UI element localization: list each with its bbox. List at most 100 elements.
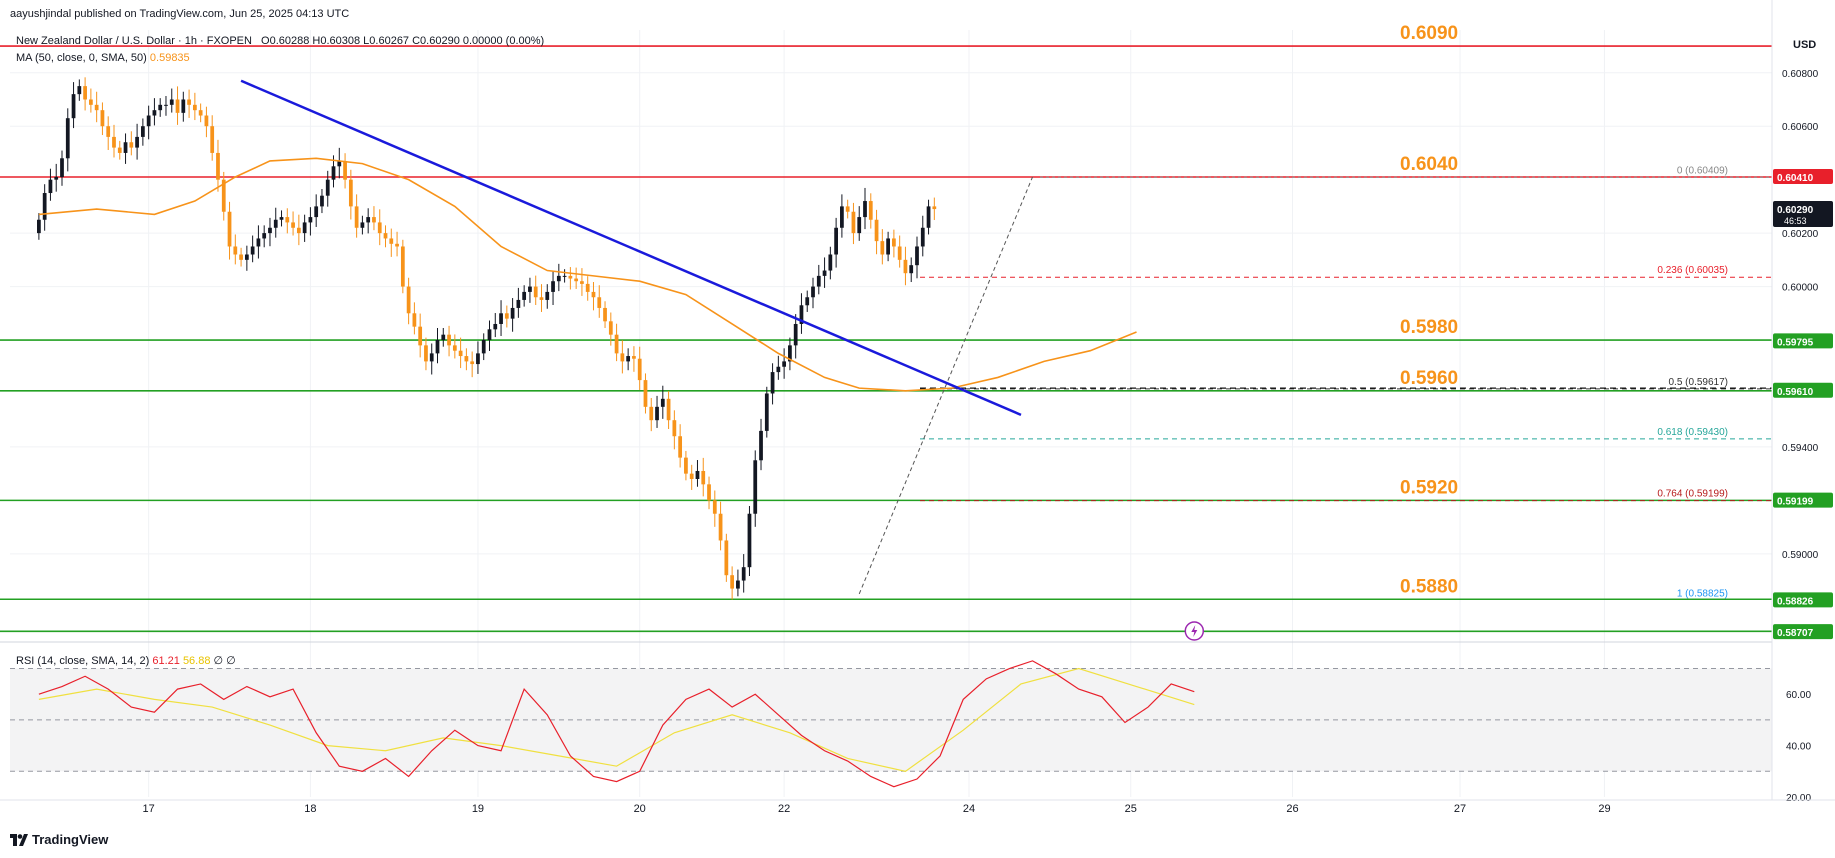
candle-body — [256, 238, 261, 247]
fib-label: 0 (0.60409) — [1677, 165, 1728, 176]
candle-body — [481, 340, 486, 354]
symbol-line: New Zealand Dollar / U.S. Dollar · 1h · … — [16, 35, 544, 47]
candle-body — [678, 436, 683, 458]
candle-body — [522, 291, 527, 300]
candle-body — [660, 398, 665, 407]
candle-body — [493, 323, 498, 330]
price-tag — [1773, 201, 1833, 228]
candle-body — [776, 366, 781, 373]
rsi-line — [38, 660, 1195, 788]
candle-body — [464, 356, 469, 362]
candle-body — [533, 286, 538, 298]
candle-body — [192, 104, 197, 111]
candle-body — [117, 147, 122, 153]
candle-body — [343, 160, 347, 180]
candle-body — [712, 500, 717, 514]
price-tag-label: 0.60410 — [1777, 173, 1814, 184]
price-tag — [1773, 382, 1833, 398]
candle-body — [730, 575, 735, 589]
candle-body — [695, 470, 700, 479]
candle-body — [366, 217, 371, 223]
candle-body — [632, 356, 636, 359]
level-label: 0.5960 — [1400, 368, 1458, 389]
candle-body — [412, 313, 417, 327]
x-tick-label: 18 — [304, 803, 316, 815]
candle-body — [556, 275, 561, 282]
candle-body — [741, 567, 746, 581]
candle-body — [418, 326, 423, 346]
candle-body — [175, 99, 180, 113]
candle-body — [545, 291, 550, 300]
tradingview-logo[interactable]: TradingView — [10, 832, 108, 847]
candle-body — [684, 457, 688, 474]
candle-body — [851, 211, 856, 234]
candle-body — [834, 227, 838, 255]
rsi-label: RSI (14, close, SMA, 14, 2) — [16, 655, 150, 667]
candle-body — [539, 297, 544, 300]
candle-body — [707, 484, 711, 501]
ma-legend[interactable]: MA (50, close, 0, SMA, 50) 0.59835 — [16, 52, 190, 64]
candle-body — [447, 334, 451, 346]
lightning-icon — [1191, 625, 1198, 637]
candle-body — [672, 420, 677, 437]
candle-body — [400, 246, 405, 287]
candle-body — [580, 281, 584, 284]
candle-body — [811, 286, 815, 298]
candle-body — [106, 126, 111, 137]
candle-body — [597, 297, 602, 308]
level-label: 0.6040 — [1400, 154, 1458, 175]
candle-body — [94, 104, 99, 111]
candle-body — [828, 254, 833, 271]
candle-body — [279, 217, 284, 220]
candle-body — [764, 393, 769, 431]
rsi-legend[interactable]: RSI (14, close, SMA, 14, 2) 61.21 56.88 … — [16, 654, 236, 667]
candle-body — [291, 222, 295, 228]
candle-body — [424, 345, 428, 362]
candle-body — [805, 297, 810, 306]
candle-body — [770, 372, 775, 394]
candle-body — [736, 580, 740, 589]
candle-body — [164, 104, 168, 106]
candle-body — [718, 513, 723, 541]
x-tick-label: 26 — [1286, 803, 1298, 815]
candle-body — [793, 323, 798, 346]
candle-body — [140, 126, 145, 137]
candle-body — [759, 430, 763, 461]
candle-body — [510, 307, 515, 319]
candle-body — [285, 217, 290, 223]
price-tag-label: 0.58707 — [1777, 628, 1814, 639]
candle-body — [857, 217, 862, 234]
price-tag-label: 0.59610 — [1777, 387, 1814, 398]
candle-body — [152, 110, 157, 116]
ohlc-values: O0.60288 H0.60308 L0.60267 C0.60290 0.00… — [261, 35, 545, 47]
candle-body — [689, 473, 694, 479]
price-axis — [1772, 0, 1835, 800]
level-label: 0.5920 — [1400, 477, 1458, 498]
candle-body — [868, 201, 873, 220]
level-label: 0.6090 — [1400, 23, 1458, 44]
candle-body — [528, 286, 532, 292]
candle-body — [585, 283, 590, 292]
candle-body — [395, 243, 399, 247]
candle-body — [48, 179, 53, 194]
candle-body — [60, 158, 64, 177]
candle-body — [268, 227, 272, 234]
candle-body — [233, 246, 238, 255]
candle-body — [816, 275, 821, 287]
rsi-value: 61.21 — [152, 655, 180, 667]
candle-body — [112, 136, 116, 148]
candle-body — [158, 104, 163, 111]
candle-body — [169, 99, 174, 105]
candle-body — [239, 254, 243, 260]
logo-text: TradingView — [32, 832, 109, 847]
candle-body — [476, 353, 480, 365]
tradingview-logo-icon — [10, 833, 28, 846]
candle-body — [37, 219, 41, 234]
candle-body — [187, 99, 191, 105]
price-tag — [1773, 333, 1833, 349]
candle-body — [320, 195, 324, 207]
candle-body — [221, 179, 226, 212]
rsi-ma-line — [38, 667, 1195, 772]
candle-body — [892, 238, 896, 247]
